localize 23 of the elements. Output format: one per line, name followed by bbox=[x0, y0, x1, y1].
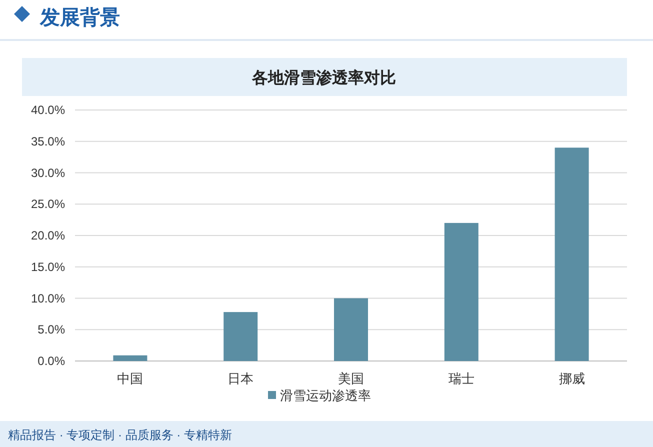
y-tick-label: 30.0% bbox=[30, 166, 66, 180]
text: 发展背景 bbox=[39, 6, 120, 29]
y-tick-label: 25.0% bbox=[30, 197, 66, 212]
legend-label: 滑雪运动渗透率 bbox=[280, 388, 371, 403]
bar bbox=[113, 355, 148, 361]
bar bbox=[334, 298, 368, 361]
x-tick-label: 中国 bbox=[117, 371, 144, 386]
x-tick-label: 瑞士 bbox=[448, 371, 474, 386]
y-tick-label: 10.0% bbox=[30, 291, 66, 306]
x-tick-label: 挪威 bbox=[558, 371, 585, 386]
y-tick-label: 20.0% bbox=[30, 228, 66, 242]
bar bbox=[224, 312, 258, 361]
y-tick-label: 5.0% bbox=[38, 322, 66, 337]
chart-title: 各地滑雪渗透率对比 bbox=[251, 68, 396, 87]
x-tick-label: 美国 bbox=[338, 371, 364, 386]
x-tick-label: 日本 bbox=[228, 371, 254, 386]
bar bbox=[444, 222, 478, 361]
text: 精品报告 · 专项定制 · 品质服务 · 专精特新 bbox=[8, 428, 232, 442]
y-tick-label: 35.0% bbox=[30, 134, 66, 148]
bar bbox=[554, 148, 589, 361]
y-tick-label: 0.0% bbox=[38, 354, 66, 368]
y-tick-label: 15.0% bbox=[30, 260, 66, 274]
y-tick-label: 40.0% bbox=[30, 103, 66, 117]
